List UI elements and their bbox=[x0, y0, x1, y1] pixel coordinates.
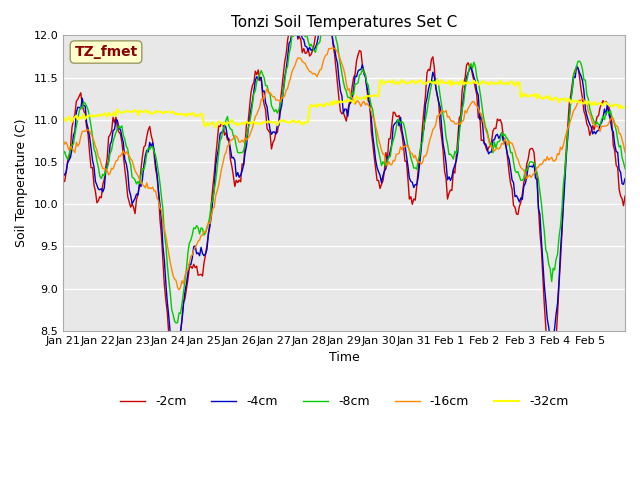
-2cm bbox=[620, 203, 627, 209]
-4cm bbox=[170, 349, 177, 355]
-2cm bbox=[96, 194, 104, 200]
-16cm bbox=[547, 156, 554, 162]
-8cm bbox=[620, 160, 627, 166]
-4cm bbox=[621, 176, 629, 181]
-4cm bbox=[620, 181, 627, 187]
Text: TZ_fmet: TZ_fmet bbox=[74, 45, 138, 59]
-8cm bbox=[60, 151, 67, 157]
Y-axis label: Soil Temperature (C): Soil Temperature (C) bbox=[15, 119, 28, 247]
-32cm bbox=[433, 77, 441, 83]
-8cm bbox=[351, 81, 359, 87]
Legend: -2cm, -4cm, -8cm, -16cm, -32cm: -2cm, -4cm, -8cm, -16cm, -32cm bbox=[115, 390, 573, 413]
-4cm bbox=[96, 187, 104, 192]
-32cm bbox=[350, 100, 358, 106]
-4cm bbox=[351, 73, 359, 79]
-16cm bbox=[60, 137, 67, 143]
-16cm bbox=[620, 142, 627, 148]
-2cm bbox=[350, 75, 358, 81]
Line: -2cm: -2cm bbox=[63, 0, 625, 374]
-8cm bbox=[463, 79, 470, 85]
-8cm bbox=[621, 166, 629, 171]
-16cm bbox=[328, 45, 335, 51]
Title: Tonzi Soil Temperatures Set C: Tonzi Soil Temperatures Set C bbox=[231, 15, 457, 30]
-32cm bbox=[96, 113, 104, 119]
-16cm bbox=[78, 129, 86, 134]
-16cm bbox=[96, 156, 104, 162]
-32cm bbox=[463, 81, 470, 86]
Line: -4cm: -4cm bbox=[63, 12, 625, 352]
-2cm bbox=[78, 102, 86, 108]
-4cm bbox=[547, 335, 554, 341]
-8cm bbox=[78, 105, 86, 111]
-8cm bbox=[96, 173, 104, 179]
-2cm bbox=[548, 372, 556, 377]
-8cm bbox=[325, 15, 333, 21]
-4cm bbox=[78, 96, 86, 101]
-32cm bbox=[620, 105, 627, 110]
-32cm bbox=[212, 125, 220, 131]
-2cm bbox=[461, 75, 469, 81]
Line: -32cm: -32cm bbox=[63, 80, 625, 128]
-4cm bbox=[323, 9, 331, 15]
-8cm bbox=[547, 266, 554, 272]
-8cm bbox=[172, 320, 180, 326]
-4cm bbox=[463, 74, 470, 80]
-32cm bbox=[547, 97, 554, 103]
-2cm bbox=[60, 178, 67, 184]
-16cm bbox=[463, 110, 470, 116]
X-axis label: Time: Time bbox=[329, 351, 360, 364]
-16cm bbox=[351, 101, 359, 107]
-2cm bbox=[621, 193, 629, 199]
Line: -8cm: -8cm bbox=[63, 18, 625, 323]
-32cm bbox=[621, 104, 629, 109]
-32cm bbox=[60, 120, 67, 125]
-2cm bbox=[545, 364, 552, 370]
-4cm bbox=[60, 174, 67, 180]
-32cm bbox=[78, 115, 86, 120]
-16cm bbox=[175, 287, 183, 293]
-16cm bbox=[621, 149, 629, 155]
Line: -16cm: -16cm bbox=[63, 48, 625, 290]
